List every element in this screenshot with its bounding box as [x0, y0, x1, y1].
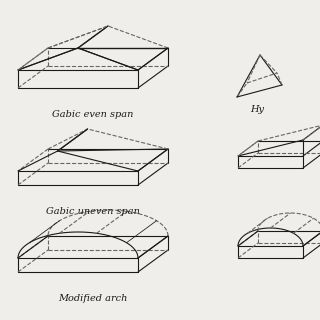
Text: Gabic even span: Gabic even span: [52, 110, 134, 119]
Text: Gabic uneven span: Gabic uneven span: [46, 207, 140, 216]
Text: Modified arch: Modified arch: [58, 294, 128, 303]
Text: Hy: Hy: [250, 105, 264, 114]
